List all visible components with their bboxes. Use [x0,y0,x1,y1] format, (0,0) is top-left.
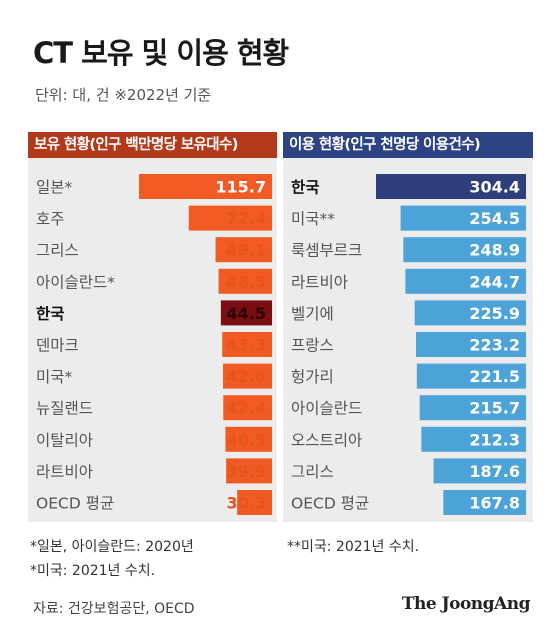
bar-usage-0 [376,174,526,199]
category-label: 라트비아 [291,273,348,291]
value-label: 223.2 [469,336,520,355]
category-label: 오스트리아 [291,431,362,449]
bar-usage-1 [400,205,526,231]
category-label: OECD 평균 [36,495,114,513]
category-label: 룩셈부르크 [291,242,362,260]
footnote-usa-holdings: *미국: 2021년 수치. [30,563,156,579]
footnote-japan-iceland: *일본, 아이슬란드: 2020년 [30,539,194,555]
bar-holdings-0 [139,174,272,199]
category-label: 아이슬란드 [291,400,362,418]
bar-holdings-1 [188,205,272,231]
value-label: 42.6 [227,367,266,386]
bar-holdings-5 [222,332,272,357]
category-label: 라트비아 [36,463,93,481]
usage-chart-panel: 이용 현황(인구 천명당 이용건수) 한국 304.4 미국** 254.5 룩셈부르크… [283,132,533,522]
category-label: 그리스 [291,463,334,481]
category-label: 미국** [291,210,335,228]
category-label: 프랑스 [291,337,334,355]
value-label: 49.1 [227,241,266,260]
bar-holdings-8 [225,426,272,452]
bar-usage-6 [416,363,526,389]
value-label: 225.9 [469,304,520,323]
chart-title: CT 보유 및 이용 현황 [33,36,289,70]
value-label: 244.7 [469,272,520,291]
category-label: 한국 [291,178,320,197]
bar-usage-10 [443,490,526,515]
bar-usage-3 [405,268,526,294]
value-label: 304.4 [469,178,520,197]
value-label: 42.4 [227,399,266,418]
value-label: 254.5 [469,209,520,228]
category-label: 그리스 [36,242,79,260]
category-label: 이탈리아 [36,431,93,449]
category-label: 미국* [36,368,73,386]
value-label: 30.3 [227,494,266,513]
bar-usage-7 [419,395,526,421]
value-label: 187.6 [469,462,520,481]
value-label: 167.8 [469,494,520,513]
value-label: 43.3 [227,336,266,355]
bar-holdings-2 [215,237,272,263]
category-label: 일본* [36,179,73,197]
category-label: 덴마크 [36,337,79,355]
value-label: 212.3 [469,430,520,449]
bar-usage-5 [416,332,526,357]
bar-usage-2 [403,237,526,263]
holdings-bar-chart: 일본* 115.7 호주 72.4 그리스 49.1 아이슬란드* 46.5 한국 44.5 덴마크… [36,174,272,515]
value-label: 39.9 [227,462,266,481]
bar-holdings-4 [220,300,272,326]
category-label: 벨기에 [291,305,334,323]
category-label: 헝가리 [291,368,334,386]
bar-holdings-9 [226,458,272,484]
usage-bar-chart: 한국 304.4 미국** 254.5 룩셈부르크 248.9 라트비아 244.7 벨기에 22… [291,174,526,515]
bar-holdings-7 [223,395,272,421]
bar-usage-8 [421,426,526,452]
brand-logo-text: The JoongAng [401,594,531,614]
holdings-chart-panel: 보유 현황(인구 백만명당 보유대수) 일본* 115.7 호주 72.4 그리스 49.… [28,132,277,522]
holdings-chart-header: 보유 현황(인구 백만명당 보유대수) [28,132,277,158]
category-label: 아이슬란드* [36,273,115,291]
footnote-usa-usage: **미국: 2021년 수치. [287,539,420,555]
value-label: 221.5 [469,367,520,386]
value-label: 72.4 [227,209,266,228]
bar-usage-9 [433,458,526,484]
category-label: OECD 평균 [291,495,369,513]
bar-usage-4 [414,300,526,326]
value-label: 215.7 [469,399,520,418]
source-text: 자료: 건강보험공단, OECD [33,601,195,617]
value-label: 44.5 [227,304,266,323]
bar-holdings-6 [223,363,272,389]
bar-holdings-10 [237,490,272,515]
category-label: 뉴질랜드 [36,400,93,418]
value-label: 40.5 [227,430,266,449]
category-label: 한국 [36,304,65,323]
unit-subtitle: 단위: 대, 건 ※2022년 기준 [35,86,212,104]
bar-holdings-3 [218,268,272,294]
usage-chart-header: 이용 현황(인구 천명당 이용건수) [283,132,533,158]
value-label: 115.7 [215,178,266,197]
category-label: 호주 [36,210,65,228]
value-label: 248.9 [469,241,520,260]
value-label: 46.5 [227,272,266,291]
